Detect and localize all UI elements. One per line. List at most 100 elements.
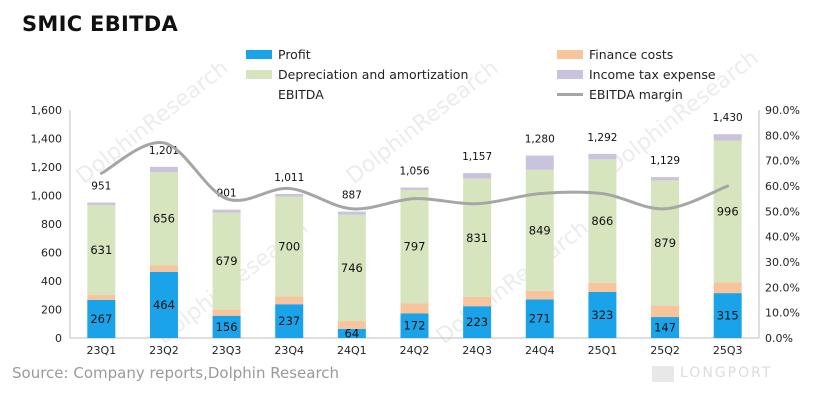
y-left-tick-label: 1,000 bbox=[31, 190, 63, 203]
y-left-tick-label: 400 bbox=[41, 275, 62, 288]
dep-value-label: 631 bbox=[90, 243, 112, 257]
bar-dep bbox=[400, 189, 429, 304]
bar-tax bbox=[713, 134, 742, 141]
bar-finance bbox=[713, 282, 742, 294]
bar-profit bbox=[87, 299, 116, 338]
legend-dep: Depreciation and amortization bbox=[246, 67, 468, 82]
profit-value-label: 271 bbox=[529, 312, 551, 326]
ebitda-total-label: 1,430 bbox=[713, 112, 743, 124]
bar-tax bbox=[87, 202, 116, 206]
bar-dep bbox=[337, 214, 366, 322]
x-tick-label: 24Q1 bbox=[337, 344, 367, 357]
bar-tax bbox=[149, 166, 178, 172]
legend-ebitda: EBITDA bbox=[246, 87, 324, 102]
bar-tax bbox=[651, 177, 680, 181]
legend-tax: Income tax expense bbox=[557, 67, 716, 82]
x-tick-label: 25Q1 bbox=[588, 344, 618, 357]
x-tick-label: 23Q3 bbox=[212, 344, 242, 357]
bar-tax bbox=[337, 211, 366, 215]
bar-finance bbox=[275, 296, 304, 305]
bar-profit bbox=[713, 293, 742, 338]
bar-profit bbox=[463, 306, 492, 338]
dep-value-label: 831 bbox=[466, 231, 488, 245]
x-tick-label: 25Q2 bbox=[650, 344, 680, 357]
y-right-tick-label: 60.0% bbox=[765, 180, 800, 193]
y-left-tick-label: 1,600 bbox=[31, 104, 63, 117]
ebitda-total-label: 1,129 bbox=[650, 155, 680, 167]
ebitda-total-label: 951 bbox=[91, 180, 111, 192]
bar-finance bbox=[463, 296, 492, 307]
y-left-tick-label: 200 bbox=[41, 304, 62, 317]
bar-dep bbox=[87, 205, 116, 295]
bar-dep bbox=[651, 180, 680, 306]
y-left-tick-label: 800 bbox=[41, 218, 62, 231]
x-tick-label: 24Q4 bbox=[525, 344, 555, 357]
ebitda-total-label: 1,280 bbox=[525, 134, 555, 146]
legend-margin-swatch bbox=[557, 93, 583, 96]
profit-value-label: 223 bbox=[466, 315, 488, 329]
dep-value-label: 746 bbox=[341, 261, 363, 275]
profit-value-label: 464 bbox=[153, 298, 175, 312]
dep-value-label: 656 bbox=[153, 212, 175, 226]
ebitda-total-label: 1,292 bbox=[587, 132, 617, 144]
y-right-tick-label: 50.0% bbox=[765, 205, 800, 218]
bar-profit bbox=[651, 317, 680, 338]
profit-value-label: 156 bbox=[216, 320, 238, 334]
dep-value-label: 849 bbox=[529, 223, 551, 237]
bar-tax bbox=[588, 153, 617, 160]
brand-logo-icon bbox=[652, 366, 674, 382]
y-left-tick-label: 0 bbox=[55, 332, 62, 345]
profit-value-label: 237 bbox=[278, 314, 300, 328]
dep-value-label: 797 bbox=[404, 240, 426, 254]
ebitda-total-label: 1,011 bbox=[274, 172, 304, 184]
bar-finance bbox=[525, 290, 554, 300]
y-right-tick-label: 70.0% bbox=[765, 155, 800, 168]
legend-finance-swatch bbox=[557, 50, 583, 59]
bar-tax bbox=[525, 155, 554, 170]
x-tick-label: 24Q3 bbox=[462, 344, 492, 357]
legend-profit-swatch bbox=[246, 50, 272, 59]
y-right-tick-label: 40.0% bbox=[765, 231, 800, 244]
legend-ebitda-label: EBITDA bbox=[278, 87, 324, 102]
brand-watermark: LONGPORT bbox=[680, 365, 773, 381]
legend-tax-label: Income tax expense bbox=[589, 67, 716, 82]
dep-value-label: 700 bbox=[278, 240, 300, 254]
bar-profit bbox=[525, 299, 554, 338]
bar-dep bbox=[525, 169, 554, 291]
bar-finance bbox=[651, 305, 680, 318]
dep-value-label: 866 bbox=[591, 214, 613, 228]
profit-value-label: 172 bbox=[404, 319, 426, 333]
bar-tax bbox=[463, 173, 492, 179]
y-right-tick-label: 30.0% bbox=[765, 256, 800, 269]
x-tick-label: 24Q2 bbox=[400, 344, 430, 357]
bar-profit bbox=[588, 291, 617, 338]
profit-value-label: 323 bbox=[591, 308, 613, 322]
bar-profit bbox=[400, 313, 429, 338]
ebitda-margin-line bbox=[99, 141, 730, 211]
profit-value-label: 267 bbox=[90, 312, 112, 326]
y-right-tick-label: 0.0% bbox=[765, 332, 793, 345]
legend-profit-label: Profit bbox=[278, 47, 311, 62]
bar-dep bbox=[275, 196, 304, 297]
chart-title: SMIC EBITDA bbox=[22, 12, 179, 36]
bar-tax bbox=[275, 193, 304, 197]
profit-value-label: 315 bbox=[717, 309, 739, 323]
profit-value-label: 64 bbox=[345, 326, 360, 340]
y-left-tick-label: 600 bbox=[41, 247, 62, 260]
bar-finance bbox=[400, 303, 429, 314]
legend-dep-swatch bbox=[246, 70, 272, 79]
y-right-tick-label: 90.0% bbox=[765, 104, 800, 117]
y-right-tick-label: 20.0% bbox=[765, 281, 800, 294]
dep-value-label: 679 bbox=[216, 254, 238, 268]
ebitda-total-label: 1,056 bbox=[399, 166, 429, 178]
bar-dep bbox=[463, 178, 492, 297]
bar-finance bbox=[87, 294, 116, 300]
bar-dep bbox=[149, 171, 178, 266]
x-tick-label: 23Q2 bbox=[149, 344, 179, 357]
y-left-tick-label: 1,400 bbox=[31, 133, 63, 146]
legend-finance-label: Finance costs bbox=[589, 47, 674, 62]
dep-value-label: 879 bbox=[654, 236, 676, 250]
bar-finance bbox=[212, 309, 241, 316]
bar-finance bbox=[337, 321, 366, 329]
